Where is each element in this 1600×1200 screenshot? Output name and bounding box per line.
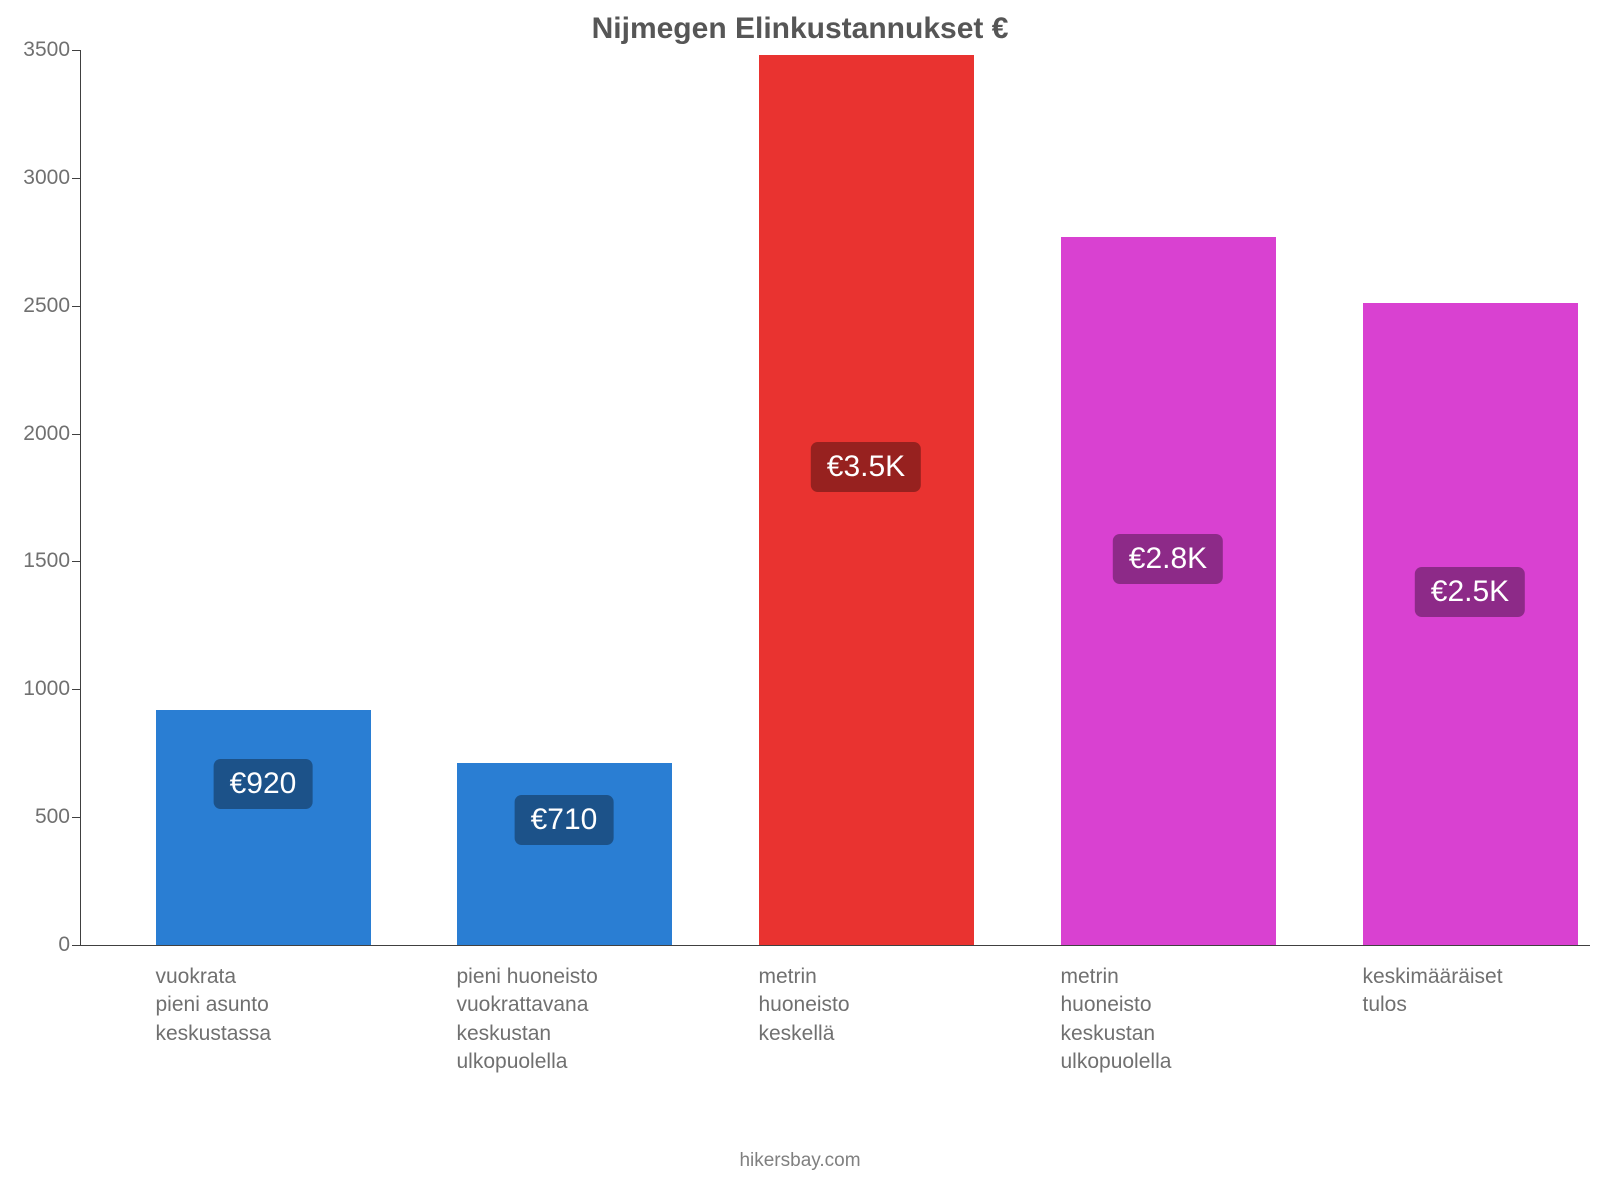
y-tick-mark: [72, 50, 80, 51]
bar: [1363, 303, 1578, 945]
y-tick-mark: [72, 817, 80, 818]
chart-container: Nijmegen Elinkustannukset € 050010001500…: [0, 0, 1600, 1200]
y-tick-label: 3500: [23, 38, 70, 62]
category-label: metrin huoneisto keskustan ulkopuolella: [1061, 963, 1172, 1076]
category-label: keskimääräiset tulos: [1363, 963, 1503, 1020]
value-badge: €2.8K: [1113, 534, 1223, 584]
y-tick-label: 3000: [23, 166, 70, 190]
category-label: pieni huoneisto vuokrattavana keskustan …: [457, 963, 598, 1076]
x-axis-line: [80, 945, 1590, 946]
bar: [156, 710, 371, 945]
bar: [457, 763, 672, 945]
bar: [759, 55, 974, 945]
y-axis-line: [80, 50, 81, 945]
y-tick-label: 2000: [23, 422, 70, 446]
y-tick-label: 500: [35, 805, 70, 829]
y-tick-mark: [72, 561, 80, 562]
y-tick-mark: [72, 178, 80, 179]
plot-area: 0500100015002000250030003500€920vuokrata…: [80, 50, 1590, 945]
value-badge: €710: [515, 795, 614, 845]
value-badge: €920: [214, 759, 313, 809]
y-tick-label: 2500: [23, 294, 70, 318]
y-tick-label: 0: [58, 933, 70, 957]
y-tick-mark: [72, 306, 80, 307]
category-label: vuokrata pieni asunto keskustassa: [156, 963, 272, 1048]
chart-title: Nijmegen Elinkustannukset €: [0, 12, 1600, 46]
y-tick-mark: [72, 945, 80, 946]
y-tick-label: 1000: [23, 677, 70, 701]
y-tick-mark: [72, 689, 80, 690]
category-label: metrin huoneisto keskellä: [759, 963, 850, 1048]
source-label: hikersbay.com: [0, 1150, 1600, 1172]
y-tick-mark: [72, 434, 80, 435]
bar: [1061, 237, 1276, 945]
y-tick-label: 1500: [23, 549, 70, 573]
value-badge: €2.5K: [1415, 567, 1525, 617]
value-badge: €3.5K: [811, 442, 921, 492]
